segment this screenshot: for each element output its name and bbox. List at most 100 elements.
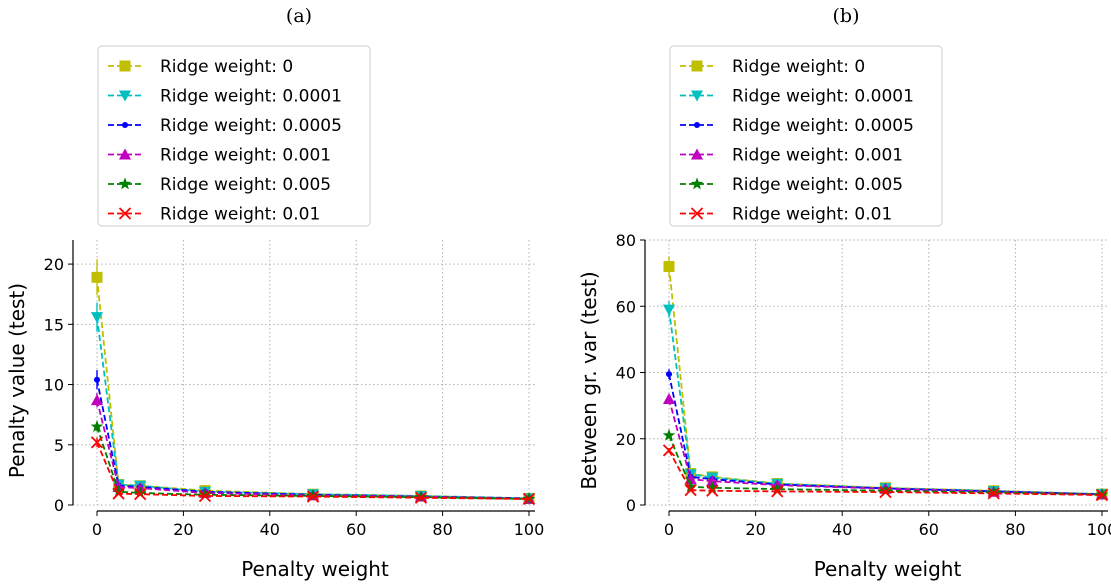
x-tick-label: 0 <box>664 520 674 539</box>
x-tick-label: 40 <box>260 520 280 539</box>
data-point <box>706 481 719 494</box>
legend-label: Ridge weight: 0 <box>732 57 865 77</box>
data-point <box>91 271 103 283</box>
x-tick-label: 80 <box>1005 520 1025 539</box>
marker-stroke <box>690 207 704 220</box>
series-1 <box>662 301 1109 501</box>
y-tick-label: 20 <box>616 430 636 449</box>
data-point <box>771 485 784 498</box>
series-2 <box>665 369 1106 498</box>
legend-label: Ridge weight: 0.0005 <box>732 116 914 136</box>
marker-stroke <box>1095 488 1109 502</box>
legend-item: Ridge weight: 0.005 <box>108 175 331 195</box>
y-axis-label: Penalty value (test) <box>5 283 29 478</box>
chart-panel-a: (a) 0 20 40 60 80 100 0 5 10 15 20 Penalty weight Pen… <box>5 5 544 581</box>
data-point <box>522 492 536 506</box>
marker-stroke <box>198 489 212 503</box>
data-point <box>706 475 719 487</box>
chart-title: (a) <box>286 5 312 27</box>
y-tick-label: 10 <box>44 376 64 395</box>
data-point <box>93 376 101 383</box>
legend-item: Ridge weight: 0.0001 <box>680 87 914 107</box>
legend: Ridge weight: 0 Ridge weight: 0.0001 Ridge… <box>97 45 371 227</box>
marker-stroke <box>90 436 104 449</box>
marker-stroke <box>879 485 892 499</box>
series-line <box>96 379 530 500</box>
series-line <box>668 266 1103 495</box>
marker-stroke <box>414 491 428 504</box>
y-tick-label: 20 <box>44 255 64 274</box>
legend-marker <box>118 148 132 160</box>
legend-marker <box>690 207 704 220</box>
x-tick-label: 80 <box>432 520 452 539</box>
data-point <box>112 487 125 500</box>
series-line <box>96 316 530 500</box>
series-0 <box>91 259 535 504</box>
chart-panel-b: (b) 0 20 40 60 80 100 0 20 40 60 80 Penalty weight Be… <box>577 5 1111 581</box>
marker-stroke <box>987 487 1000 500</box>
legend-item: Ridge weight: 0.0005 <box>680 116 914 136</box>
legend-box <box>97 45 371 227</box>
legend-label: Ridge weight: 0.001 <box>732 146 903 166</box>
data-point <box>879 485 892 499</box>
series-4 <box>662 428 1109 501</box>
legend-label: Ridge weight: 0.0001 <box>732 87 914 107</box>
series-line <box>96 277 530 500</box>
x-tick-label: 0 <box>92 520 102 539</box>
data-point <box>662 444 676 457</box>
legend-label: Ridge weight: 0.005 <box>732 175 903 195</box>
legend-item: Ridge weight: 0.005 <box>680 175 903 195</box>
marker-stroke <box>306 490 320 503</box>
data-point <box>198 488 212 501</box>
y-axis-label: Between gr. var (test) <box>577 271 601 489</box>
data-point <box>662 428 676 441</box>
legend-label: Ridge weight: 0.0001 <box>160 87 342 107</box>
x-tick-label: 100 <box>514 520 545 539</box>
y-tick-label: 15 <box>44 315 64 334</box>
legend-item: Ridge weight: 0.001 <box>108 146 331 166</box>
data-point <box>1095 488 1109 502</box>
legend-item: Ridge weight: 0.001 <box>680 146 903 166</box>
legend-label: Ridge weight: 0.01 <box>160 205 320 225</box>
chart-title: (b) <box>833 5 860 27</box>
data-point <box>684 480 697 493</box>
series-line <box>96 399 530 500</box>
legend-marker <box>119 60 131 72</box>
data-point <box>665 371 673 378</box>
x-tick-label: 20 <box>745 520 765 539</box>
x-axis-label: Penalty weight <box>241 557 389 581</box>
data-point <box>706 484 719 497</box>
legend-item: Ridge weight: 0.01 <box>108 205 320 225</box>
legend-marker <box>118 90 132 102</box>
x-tick-label: 100 <box>1087 520 1111 539</box>
series-5 <box>662 444 1109 502</box>
marker-stroke <box>662 444 676 457</box>
legend-label: Ridge weight: 0.005 <box>160 175 331 195</box>
marker-stroke <box>134 488 147 501</box>
data-point <box>662 392 676 404</box>
data-point <box>90 312 104 324</box>
series-line <box>668 309 1103 495</box>
y-tick-label: 5 <box>54 436 64 455</box>
legend-label: Ridge weight: 0.001 <box>160 146 331 166</box>
legend-item: Ridge weight: 0.0005 <box>108 116 342 136</box>
legend-item: Ridge weight: 0.01 <box>680 205 892 225</box>
series-5 <box>90 436 536 506</box>
legend-label: Ridge weight: 0 <box>160 57 293 77</box>
series-line <box>668 373 1103 496</box>
data-point <box>134 488 147 501</box>
y-tick-label: 60 <box>616 297 636 316</box>
data-point <box>414 491 428 504</box>
legend-marker <box>118 207 132 220</box>
x-axis-label: Penalty weight <box>814 557 962 581</box>
data-point <box>987 487 1000 500</box>
data-point <box>879 484 892 497</box>
data-point <box>90 436 104 449</box>
x-tick-label: 60 <box>919 520 939 539</box>
x-tick-label: 40 <box>832 520 852 539</box>
data-point <box>112 485 125 498</box>
legend-marker <box>691 60 703 72</box>
legend-marker <box>693 121 701 129</box>
data-point <box>306 490 320 503</box>
